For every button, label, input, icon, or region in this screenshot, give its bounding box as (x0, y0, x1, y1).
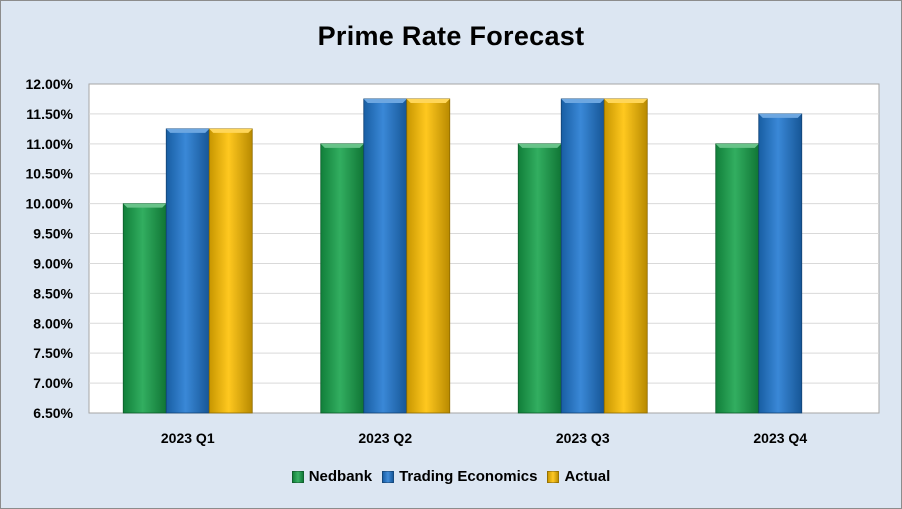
bar (320, 143, 365, 414)
y-tick-label: 10.50% (26, 166, 74, 182)
x-tick-label: 2023 Q2 (358, 430, 412, 446)
bar (363, 98, 408, 414)
bar (758, 113, 803, 414)
bar (603, 98, 648, 414)
legend-swatch (382, 470, 395, 483)
y-tick-label: 7.00% (33, 375, 73, 391)
legend-swatch (547, 470, 560, 483)
y-tick-label: 11.50% (26, 106, 73, 122)
legend-label: Actual (564, 468, 611, 485)
chart-title: Prime Rate Forecast (317, 21, 585, 51)
bar (715, 143, 760, 414)
x-tick-label: 2023 Q1 (161, 430, 215, 446)
legend-swatch (291, 470, 304, 483)
legend: Nedbank Trading Economics Actual (1, 468, 901, 485)
bar (165, 128, 210, 414)
bar (517, 143, 562, 414)
y-tick-label: 8.00% (33, 315, 73, 331)
bar (406, 98, 451, 414)
legend-label: Trading Economics (399, 468, 538, 485)
y-tick-label: 11.00% (26, 136, 73, 152)
legend-item: Nedbank (291, 468, 373, 485)
bar (122, 203, 167, 414)
y-tick-label: 7.50% (33, 345, 73, 361)
y-tick-label: 8.50% (33, 285, 73, 301)
x-axis-tick-labels: 2023 Q1 2023 Q2 2023 Q3 2023 Q4 (161, 430, 807, 446)
y-tick-label: 9.50% (33, 226, 73, 242)
y-axis-tick-labels: 6.50% 7.00% 7.50% 8.00% 8.50% 9.00% 9.50% 10.00… (26, 76, 74, 421)
y-tick-label: 6.50% (33, 405, 73, 421)
bar (560, 98, 605, 414)
legend-item: Actual (547, 468, 610, 485)
x-tick-label: 2023 Q4 (753, 430, 807, 446)
x-tick-label: 2023 Q3 (556, 430, 610, 446)
y-tick-label: 12.00% (26, 76, 74, 92)
legend-label: Nedbank (308, 468, 373, 485)
bars (122, 98, 803, 414)
y-tick-label: 9.00% (33, 255, 73, 271)
legend-item: Trading Economics (382, 468, 537, 485)
y-tick-label: 10.00% (26, 196, 74, 212)
bar (208, 128, 253, 414)
